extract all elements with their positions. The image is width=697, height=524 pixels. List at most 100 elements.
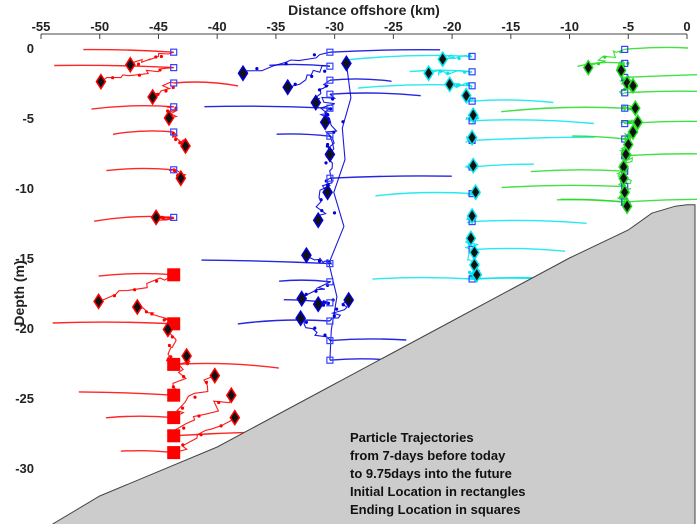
start-square-marker: [170, 213, 178, 221]
x-tick-label: -50: [90, 19, 109, 34]
trajectory-dot: [160, 215, 164, 219]
x-tick-label: -40: [208, 19, 227, 34]
end-diamond-marker: [618, 169, 629, 187]
trajectory-line: [619, 119, 638, 124]
trajectory-streak: [343, 54, 473, 61]
trajectory-dot: [169, 355, 173, 359]
end-diamond-marker: [95, 73, 107, 90]
trajectory-dot: [219, 424, 223, 428]
end-diamond-marker: [324, 146, 336, 163]
trajectory-streak: [283, 299, 330, 304]
trajectory-dot: [323, 69, 327, 73]
end-diamond-marker: [466, 129, 478, 146]
trajectory-streak: [472, 119, 594, 125]
annotation-line-4: Initial Location in rectangles: [350, 484, 526, 499]
end-diamond-marker: [423, 64, 434, 82]
start-square-marker: [170, 79, 178, 87]
trajectory-dot: [154, 55, 158, 59]
trajectory-dot: [136, 62, 141, 66]
trajectory-dot: [170, 335, 174, 339]
end-diamond-marker: [467, 106, 479, 124]
end-diamond-marker: [619, 183, 631, 201]
y-tick-label: -5: [22, 111, 34, 126]
trajectory-streak: [78, 391, 174, 396]
trajectory-streak: [91, 105, 174, 110]
trajectory-dot: [193, 395, 197, 399]
trajectory-streak: [501, 184, 625, 189]
trajectory-dot: [325, 144, 329, 148]
trajectory-streak: [204, 105, 330, 109]
end-diamond-marker: [319, 113, 331, 131]
trajectory-dot: [137, 73, 141, 77]
end-diamond-marker: [301, 246, 312, 264]
end-diamond-marker: [627, 77, 639, 95]
trajectory-dot: [313, 326, 317, 330]
trajectory-streak: [276, 133, 330, 137]
end-diamond-marker: [312, 211, 324, 229]
trajectory-dot: [171, 85, 175, 90]
annotation-line-2: from 7-days before today: [350, 448, 506, 463]
annotation-block: Particle Trajectories from 7-days before…: [350, 430, 526, 517]
y-tick-label: -10: [15, 181, 34, 196]
trajectory-line: [171, 131, 187, 147]
trajectory-line: [130, 51, 174, 66]
trajectory-streak: [624, 46, 689, 51]
end-diamond-marker: [343, 291, 355, 309]
trajectory-dot: [156, 92, 160, 96]
trajectory-dot: [162, 318, 166, 322]
start-square-marker: [326, 299, 334, 307]
x-tick-label: -25: [384, 19, 403, 34]
filled-square-marker: [167, 268, 181, 282]
x-axis-ticks: -55 -50 -45 -40 -35 -30 -25 -20 -15 -10 -5 0: [32, 19, 691, 39]
y-tick-label: -20: [15, 321, 34, 336]
trajectory-streak: [560, 198, 625, 203]
start-square-marker: [170, 128, 178, 136]
annotation-line-5: Ending Location in squares: [350, 502, 520, 517]
filled-square-marker: [167, 357, 181, 371]
trajectory-dot: [332, 211, 337, 215]
trajectory-streak: [105, 415, 174, 419]
trajectory-dot: [465, 82, 469, 86]
trajectory-dot: [181, 443, 185, 447]
start-square-marker: [326, 132, 334, 140]
trajectory-streak: [472, 247, 566, 252]
trajectory-dot: [178, 141, 182, 145]
trajectory-streak: [201, 259, 330, 265]
end-diamond-marker: [180, 137, 191, 155]
end-diamond-marker: [163, 109, 175, 127]
trajectory-line: [173, 417, 236, 454]
start-square-marker: [468, 68, 476, 76]
trajectory-dot: [217, 400, 221, 405]
filled-square-marker: [167, 411, 181, 425]
start-square-marker: [621, 104, 629, 112]
trajectory-dot: [331, 97, 335, 101]
trajectory-streak: [269, 63, 330, 67]
trajectory-dot: [133, 288, 137, 292]
trajectory-dot: [318, 88, 322, 92]
trajectory-dot: [164, 89, 168, 93]
annotation-line-1: Particle Trajectories: [350, 430, 474, 445]
end-diamond-marker: [162, 321, 174, 338]
x-tick-label: -15: [501, 19, 520, 34]
trajectory-streak: [98, 272, 174, 277]
x-tick-label: 0: [683, 19, 690, 34]
y-tick-label: -15: [15, 251, 34, 266]
start-square-marker: [468, 82, 476, 90]
trajectory-streak: [329, 49, 441, 53]
start-square-marker: [621, 89, 629, 97]
trajectory-streak: [112, 130, 174, 135]
trajectory-streak: [372, 276, 473, 280]
trajectory-line: [286, 64, 330, 89]
trajectory-dot: [159, 54, 163, 59]
trajectory-line: [324, 107, 338, 155]
x-tick-label: -20: [443, 19, 462, 34]
trajectory-streak: [501, 106, 625, 113]
trajectory-line: [98, 274, 174, 302]
end-diamond-marker: [322, 183, 333, 201]
trajectory-dot: [167, 343, 171, 348]
trajectory-streak: [472, 99, 554, 104]
end-diamond-marker: [282, 78, 294, 96]
trajectory-dot: [174, 137, 178, 142]
trajectory-dot: [158, 68, 162, 72]
trajectory-streak: [83, 48, 174, 53]
